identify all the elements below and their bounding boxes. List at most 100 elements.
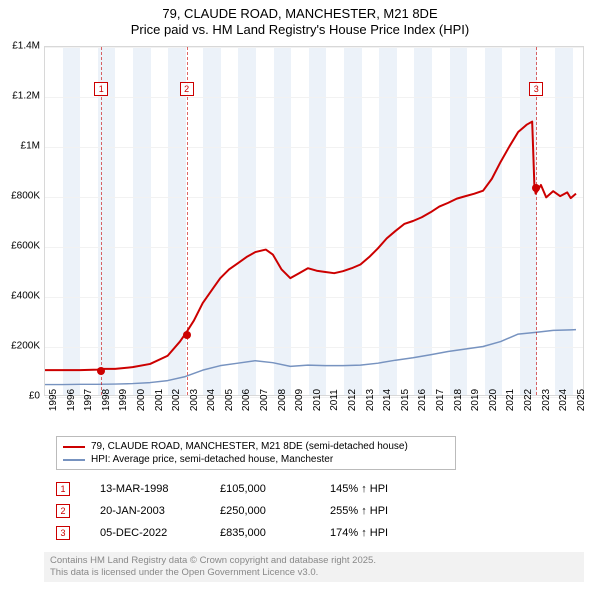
year-band xyxy=(379,47,397,395)
attribution-line2: This data is licensed under the Open Gov… xyxy=(50,567,578,579)
year-band xyxy=(133,47,151,395)
year-band xyxy=(414,47,432,395)
sales-row-badge: 3 xyxy=(56,526,70,540)
x-tick-label: 2025 xyxy=(576,389,587,411)
sale-marker-dot xyxy=(532,184,540,192)
y-axis: £0£200K£400K£600K£800K£1M£1.2M£1.4M xyxy=(0,46,42,396)
x-tick-label: 2016 xyxy=(417,389,428,411)
sales-row-price: £835,000 xyxy=(220,527,330,539)
legend-row-hpi: HPI: Average price, semi-detached house,… xyxy=(63,453,449,466)
x-tick-label: 2014 xyxy=(382,389,393,411)
sale-marker-badge: 3 xyxy=(529,82,543,96)
x-tick-label: 2003 xyxy=(189,389,200,411)
year-band xyxy=(309,47,327,395)
year-band xyxy=(203,47,221,395)
year-band xyxy=(168,47,186,395)
sales-table: 1 13-MAR-1998£105,000145% ↑ HPI 2 20-JAN-20… xyxy=(56,478,450,544)
sales-row-pct: 174% ↑ HPI xyxy=(330,527,450,539)
x-tick-label: 1998 xyxy=(101,389,112,411)
gridline xyxy=(45,47,583,48)
x-tick-label: 1997 xyxy=(83,389,94,411)
x-tick-label: 2006 xyxy=(241,389,252,411)
sales-row: 1 13-MAR-1998£105,000145% ↑ HPI xyxy=(56,478,450,500)
x-tick-label: 2011 xyxy=(329,389,340,411)
y-tick-label: £800K xyxy=(11,191,40,202)
sales-row: 3 05-DEC-2022£835,000174% ↑ HPI xyxy=(56,522,450,544)
y-tick-label: £200K xyxy=(11,341,40,352)
x-tick-label: 2005 xyxy=(224,389,235,411)
sales-row-pct: 145% ↑ HPI xyxy=(330,483,450,495)
y-tick-label: £1.2M xyxy=(12,91,40,102)
x-axis: 1995199619971998199920002001200220032004… xyxy=(44,398,584,436)
x-tick-label: 1996 xyxy=(66,389,77,411)
x-tick-label: 2013 xyxy=(365,389,376,411)
gridline xyxy=(45,197,583,198)
x-tick-label: 2017 xyxy=(435,389,446,411)
sales-row-price: £105,000 xyxy=(220,483,330,495)
sale-marker-line xyxy=(536,47,537,395)
y-tick-label: £600K xyxy=(11,241,40,252)
sales-row-badge: 1 xyxy=(56,482,70,496)
x-tick-label: 2018 xyxy=(453,389,464,411)
year-band xyxy=(555,47,573,395)
x-tick-label: 1995 xyxy=(48,389,59,411)
sale-marker-dot xyxy=(183,331,191,339)
attribution: Contains HM Land Registry data © Crown c… xyxy=(44,552,584,582)
y-tick-label: £400K xyxy=(11,291,40,302)
x-tick-label: 2001 xyxy=(154,389,165,411)
sale-marker-line xyxy=(101,47,102,395)
sales-row-date: 05-DEC-2022 xyxy=(100,527,220,539)
chart-title-address: 79, CLAUDE ROAD, MANCHESTER, M21 8DE xyxy=(0,6,600,21)
sale-marker-badge: 1 xyxy=(94,82,108,96)
x-tick-label: 2024 xyxy=(558,389,569,411)
sale-marker-line xyxy=(187,47,188,395)
chart-title-block: 79, CLAUDE ROAD, MANCHESTER, M21 8DE Pri… xyxy=(0,0,600,37)
x-tick-label: 2012 xyxy=(347,389,358,411)
x-tick-label: 2020 xyxy=(488,389,499,411)
attribution-line1: Contains HM Land Registry data © Crown c… xyxy=(50,555,578,567)
x-tick-label: 2015 xyxy=(400,389,411,411)
gridline xyxy=(45,97,583,98)
gridline xyxy=(45,297,583,298)
gridline xyxy=(45,347,583,348)
legend-row-property: 79, CLAUDE ROAD, MANCHESTER, M21 8DE (se… xyxy=(63,440,449,453)
y-tick-label: £0 xyxy=(29,391,40,402)
x-tick-label: 2007 xyxy=(259,389,270,411)
gridline xyxy=(45,247,583,248)
x-tick-label: 2008 xyxy=(277,389,288,411)
plot-area: 1 2 3 xyxy=(44,46,584,396)
sales-row-price: £250,000 xyxy=(220,505,330,517)
x-tick-label: 2009 xyxy=(294,389,305,411)
sales-row: 2 20-JAN-2003£250,000255% ↑ HPI xyxy=(56,500,450,522)
sales-row-badge: 2 xyxy=(56,504,70,518)
legend-swatch-hpi xyxy=(63,459,85,461)
sale-marker-badge: 2 xyxy=(180,82,194,96)
chart-container: 79, CLAUDE ROAD, MANCHESTER, M21 8DE Pri… xyxy=(0,0,600,590)
legend-label-property: 79, CLAUDE ROAD, MANCHESTER, M21 8DE (se… xyxy=(91,441,408,452)
x-tick-label: 2022 xyxy=(523,389,534,411)
sales-row-date: 20-JAN-2003 xyxy=(100,505,220,517)
legend: 79, CLAUDE ROAD, MANCHESTER, M21 8DE (se… xyxy=(56,436,456,470)
x-tick-label: 2023 xyxy=(541,389,552,411)
sale-marker-dot xyxy=(97,367,105,375)
y-tick-label: £1M xyxy=(21,141,40,152)
legend-swatch-property xyxy=(63,446,85,448)
x-tick-label: 2019 xyxy=(470,389,481,411)
year-band xyxy=(238,47,256,395)
year-band xyxy=(485,47,503,395)
x-tick-label: 2021 xyxy=(505,389,516,411)
gridline xyxy=(45,147,583,148)
y-tick-label: £1.4M xyxy=(12,41,40,52)
x-tick-label: 1999 xyxy=(118,389,129,411)
year-band xyxy=(520,47,538,395)
x-tick-label: 2010 xyxy=(312,389,323,411)
sales-row-date: 13-MAR-1998 xyxy=(100,483,220,495)
year-band xyxy=(344,47,362,395)
sales-row-pct: 255% ↑ HPI xyxy=(330,505,450,517)
legend-label-hpi: HPI: Average price, semi-detached house,… xyxy=(91,454,333,465)
x-tick-label: 2002 xyxy=(171,389,182,411)
x-tick-label: 2000 xyxy=(136,389,147,411)
year-band xyxy=(63,47,81,395)
year-band xyxy=(450,47,468,395)
year-band xyxy=(274,47,292,395)
